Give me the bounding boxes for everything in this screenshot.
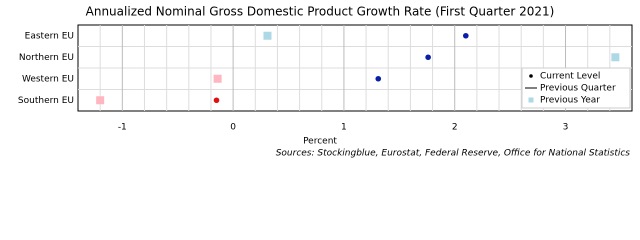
- legend-label: Previous Year: [540, 96, 600, 106]
- y-tick-label: Southern EU: [18, 96, 74, 106]
- previous-year-square: [263, 31, 272, 40]
- legend-label: Previous Quarter: [540, 84, 616, 94]
- current-dot: [425, 54, 431, 61]
- x-tick-label: 0: [230, 123, 236, 133]
- source-note: Sources: Stockingblue, Eurostat, Federal…: [276, 149, 631, 159]
- previous-year-square: [96, 96, 105, 105]
- y-tick-label: Western EU: [22, 74, 74, 84]
- current-dot: [213, 97, 220, 104]
- x-tick-label: -1: [118, 123, 127, 133]
- legend-symbol: [529, 74, 533, 78]
- legend-box: [521, 67, 631, 109]
- y-tick-label: Northern EU: [19, 53, 74, 63]
- previous-year-square: [213, 74, 222, 83]
- current-dot: [375, 75, 382, 82]
- x-axis-label: Percent: [303, 137, 337, 147]
- legend-symbol: [528, 97, 534, 103]
- previous-year-square: [611, 53, 620, 62]
- x-tick-label: 1: [341, 123, 347, 133]
- x-tick-label: 3: [563, 123, 569, 133]
- legend-label: Current Level: [540, 72, 600, 82]
- x-tick-label: 2: [452, 123, 458, 133]
- y-tick-label: Eastern EU: [25, 31, 74, 41]
- current-dot: [463, 32, 469, 39]
- chart: Annualized Nominal Gross Domestic Produc…: [18, 5, 633, 159]
- chart-title: Annualized Nominal Gross Domestic Produc…: [86, 5, 555, 19]
